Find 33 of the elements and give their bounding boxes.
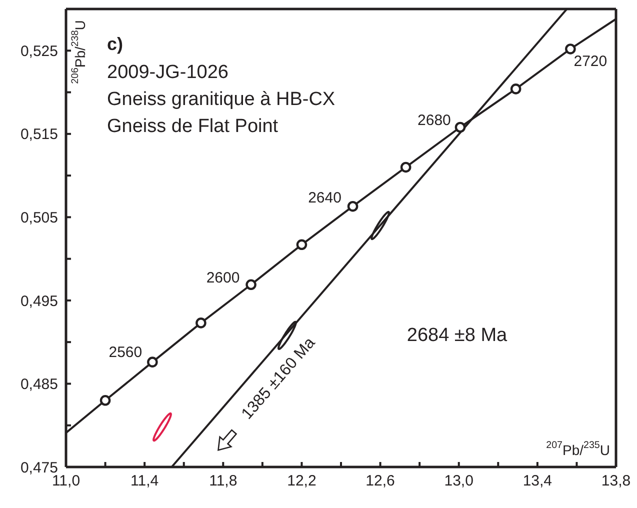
point — [510, 84, 522, 94]
y-tick-label: 0,495 — [20, 292, 58, 310]
y-tick-label: 0,515 — [20, 126, 58, 144]
y-tick-label: 0,505 — [20, 210, 58, 227]
annotation: Gneiss de Flat Point — [107, 116, 279, 138]
point — [400, 162, 412, 173]
x-axis-title: $^{207}$Pb/$^{235}$U — [546, 440, 610, 458]
annotation: 2684 ±8 Ma — [406, 325, 508, 346]
x-tick-label: 12,6 — [366, 472, 395, 490]
point — [246, 279, 256, 290]
point — [347, 200, 358, 212]
point — [196, 318, 206, 328]
y-tick-label: 0,485 — [20, 376, 58, 394]
point — [296, 239, 308, 250]
point — [100, 394, 111, 406]
annotation: 2680 — [418, 112, 451, 130]
x-tick-label: 11,8 — [209, 472, 238, 490]
point — [147, 356, 158, 368]
x-tick-label: 13,8 — [601, 472, 631, 490]
annotation: 2640 — [308, 189, 342, 206]
annotation: Gneiss granitique à HB-CX — [107, 89, 336, 110]
x-tick-label: 13,4 — [522, 472, 552, 490]
text: c) — [107, 34, 124, 54]
annotation: 2720 — [574, 52, 608, 70]
annotation: 2600 — [206, 270, 240, 287]
annotation: 2560 — [108, 344, 142, 362]
point — [565, 44, 576, 54]
x-tick-label: 13,0 — [444, 472, 474, 490]
y-tick-label: 0,525 — [20, 42, 58, 60]
x-tick-label: 12,2 — [287, 472, 316, 490]
text: 2009-JG-1026 — [107, 62, 228, 84]
point — [454, 122, 466, 133]
x-tick-label: 11,4 — [130, 472, 159, 490]
